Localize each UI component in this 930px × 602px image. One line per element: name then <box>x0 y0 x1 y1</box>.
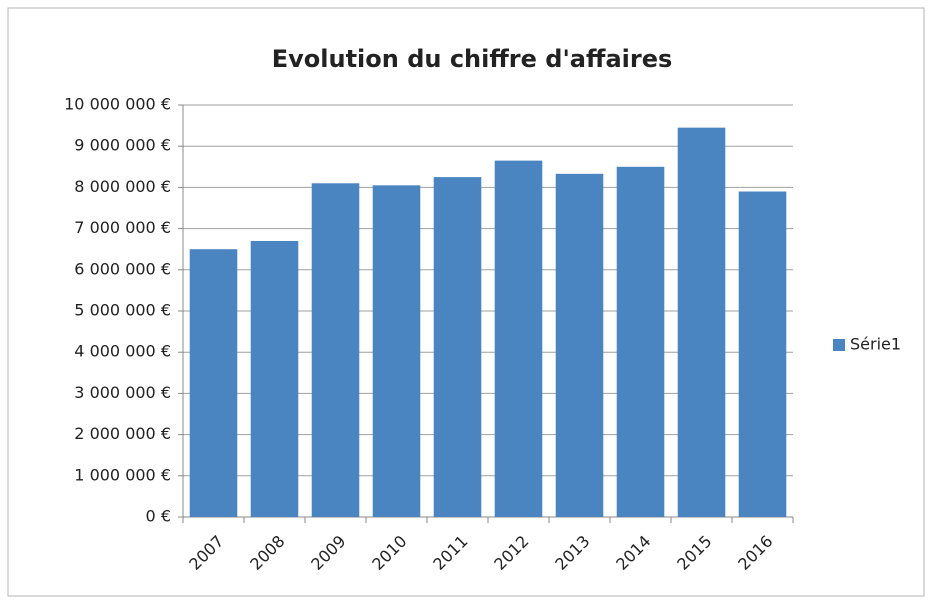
bar <box>555 173 604 517</box>
y-tick-label: 7 000 000 € <box>74 218 171 237</box>
bar <box>433 177 482 517</box>
bar <box>616 166 665 518</box>
y-tick-label: 4 000 000 € <box>74 342 171 361</box>
y-tick-label: 10 000 000 € <box>64 95 171 114</box>
chart-title: Evolution du chiffre d'affaires <box>272 45 673 73</box>
bar <box>250 240 299 517</box>
bar <box>738 191 787 517</box>
bar <box>372 185 421 517</box>
y-tick-label: 8 000 000 € <box>74 177 171 196</box>
y-tick-label: 6 000 000 € <box>74 259 171 278</box>
y-tick-label: 9 000 000 € <box>74 136 171 155</box>
y-tick-label: 5 000 000 € <box>74 301 171 320</box>
y-tick-label: 1 000 000 € <box>74 465 171 484</box>
y-tick-label: 0 € <box>146 507 171 526</box>
legend-label: Série1 <box>850 335 901 354</box>
bar <box>494 160 543 517</box>
bar <box>677 127 726 517</box>
bar <box>311 183 360 517</box>
bar <box>189 249 238 517</box>
y-tick-label: 3 000 000 € <box>74 383 171 402</box>
legend-swatch <box>833 339 845 351</box>
y-tick-label: 2 000 000 € <box>74 424 171 443</box>
